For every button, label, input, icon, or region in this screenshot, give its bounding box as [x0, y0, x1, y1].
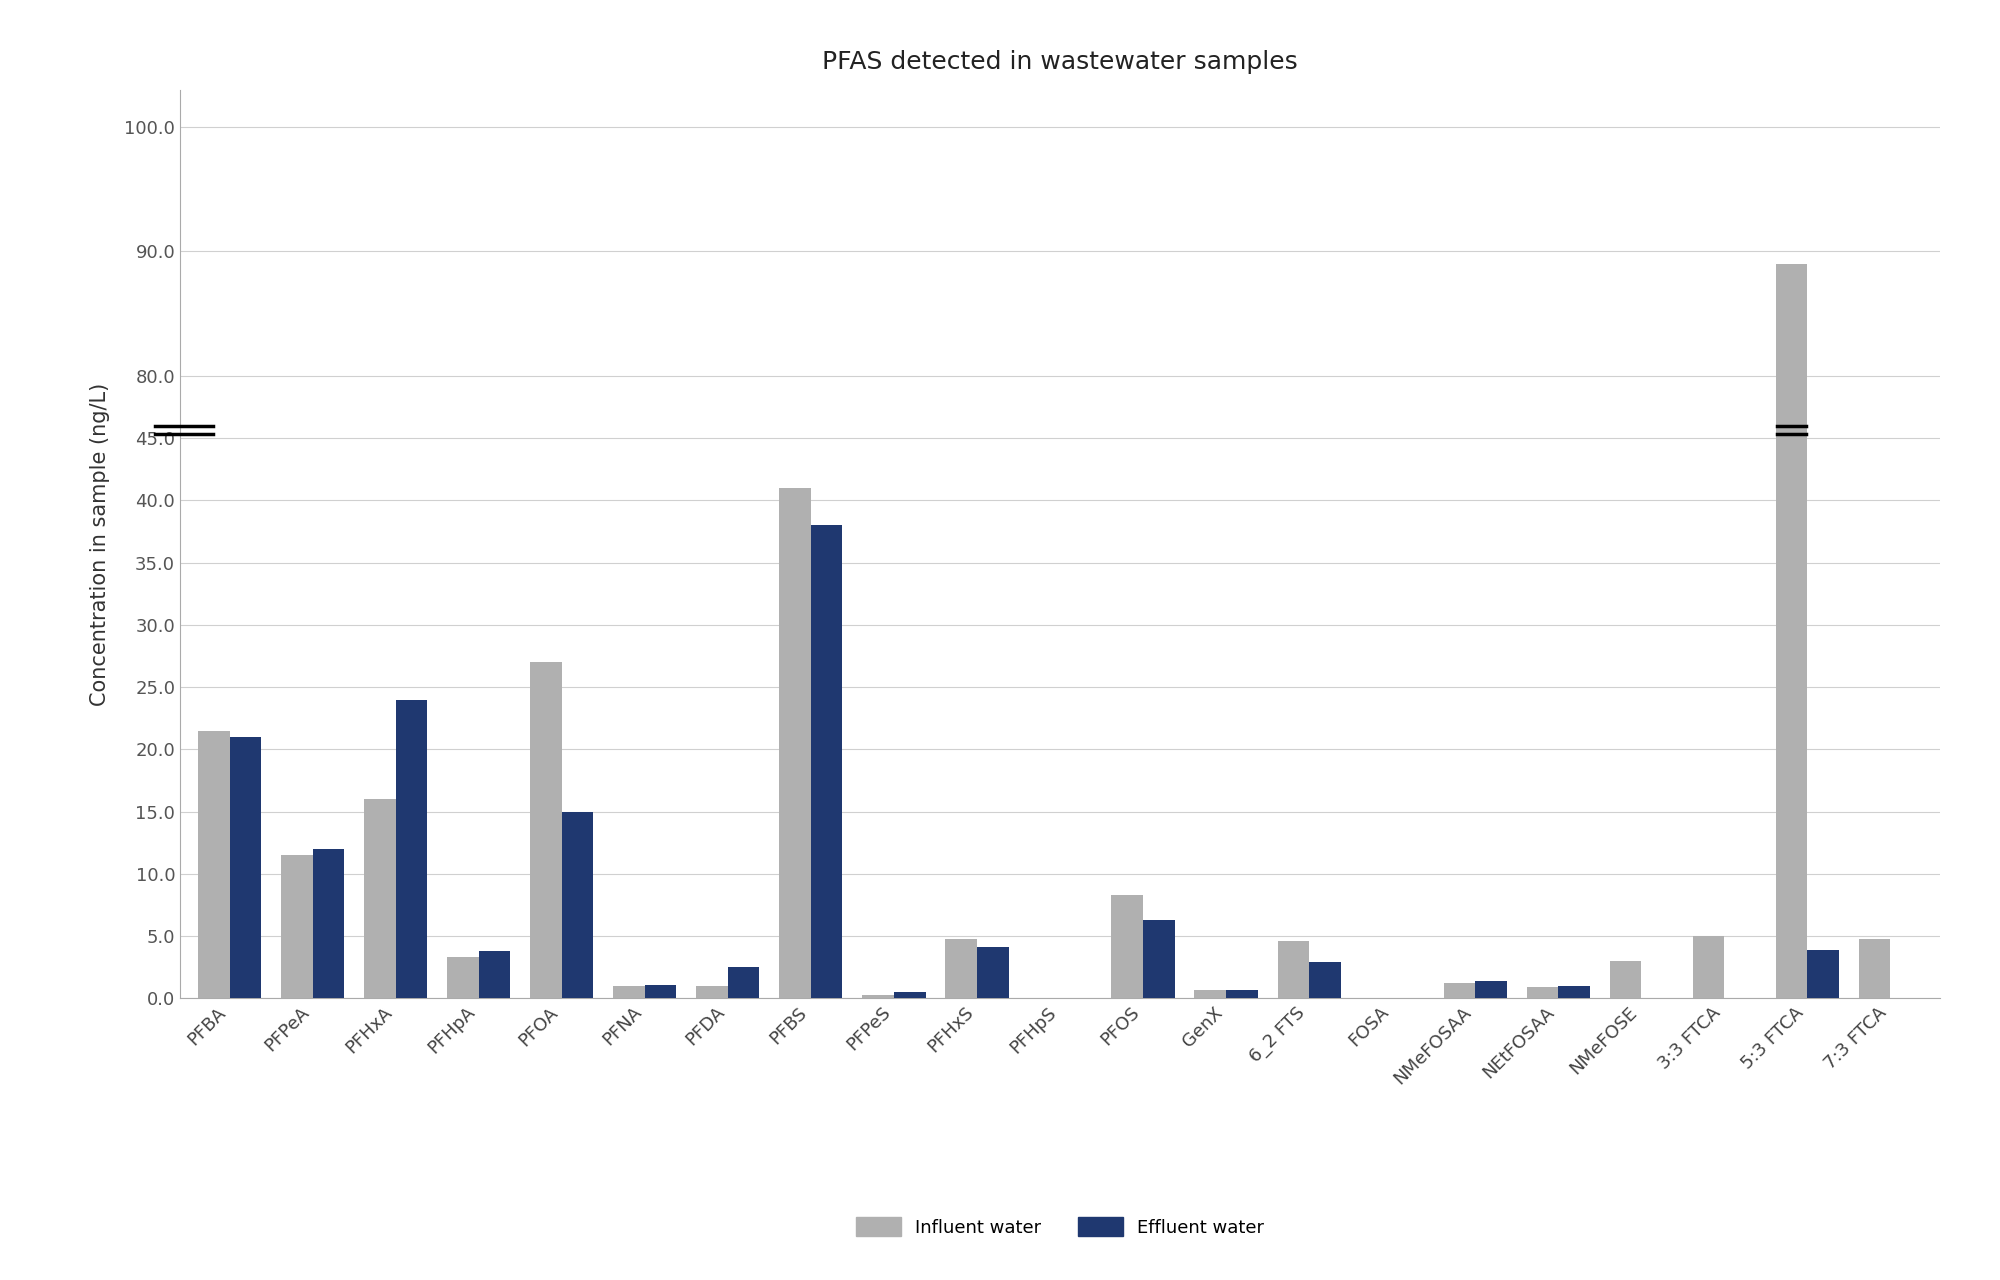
Bar	[644, 984, 676, 998]
Bar	[1444, 983, 1476, 998]
Title: PFAS detected in wastewater samples: PFAS detected in wastewater samples	[822, 50, 1298, 74]
Bar	[1808, 950, 1838, 998]
Bar	[198, 731, 230, 998]
Bar	[530, 662, 562, 998]
Bar	[562, 812, 594, 998]
Bar	[448, 957, 478, 998]
Bar	[478, 951, 510, 998]
Bar	[1144, 920, 1174, 998]
Bar	[364, 799, 396, 998]
Bar	[1558, 986, 1590, 998]
Bar	[894, 992, 926, 998]
Legend: Influent water, Effluent water: Influent water, Effluent water	[848, 1210, 1272, 1244]
Bar	[1278, 941, 1310, 998]
Bar	[230, 737, 262, 998]
Bar	[1310, 963, 1340, 998]
Bar	[614, 986, 644, 998]
Bar	[862, 995, 894, 998]
Bar	[810, 525, 842, 998]
Bar	[728, 968, 760, 998]
Bar	[282, 855, 312, 998]
Bar	[976, 947, 1008, 998]
Bar	[312, 849, 344, 998]
Bar	[1526, 987, 1558, 998]
Bar	[696, 986, 728, 998]
Bar	[1692, 936, 1724, 998]
Bar	[780, 488, 810, 998]
Bar	[1476, 980, 1506, 998]
Bar	[1610, 961, 1642, 998]
Bar	[1112, 895, 1144, 998]
Bar	[396, 700, 428, 998]
Bar	[946, 938, 976, 998]
Bar	[1776, 264, 1808, 998]
Bar	[1226, 989, 1258, 998]
Bar	[1858, 938, 1890, 998]
Bar	[1194, 989, 1226, 998]
Y-axis label: Concentration in sample (ng/L): Concentration in sample (ng/L)	[90, 383, 110, 705]
